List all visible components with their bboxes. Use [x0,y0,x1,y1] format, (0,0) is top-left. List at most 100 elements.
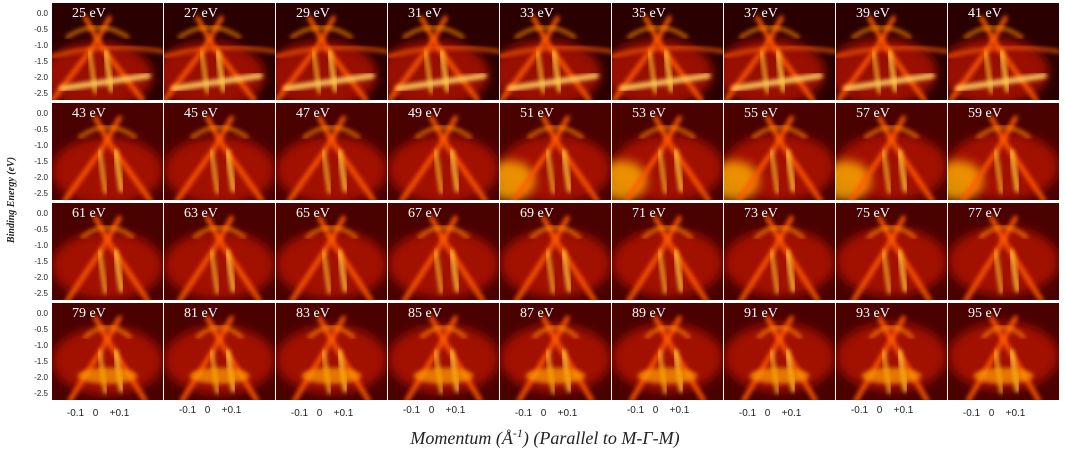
y-tick-label: 0.0 [37,309,49,318]
glow [78,368,138,384]
glow [414,368,474,384]
panel: 41 eV [938,3,1059,105]
x-tick-label: +0.1 [782,408,802,419]
panel: 45 eV [164,103,275,204]
glow [974,368,1034,384]
glow [302,368,362,384]
panel-image [276,103,387,204]
panel-image [388,103,499,203]
x-tick-label: +0.1 [558,408,578,419]
x-tick-label: 0 [989,408,995,419]
panel: 71 eV [612,203,723,300]
panel-label: 49 eV [408,106,442,121]
x-tick-label: 0 [429,405,435,416]
x-tick-label: +0.1 [894,405,914,416]
x-tick-label: -0.1 [179,405,197,416]
panel-label: 25 eV [72,6,106,21]
panel: 83 eV [276,303,387,400]
y-tick-label: -2.0 [34,273,48,282]
y-tick-label: -1.0 [34,41,48,50]
panel-label: 27 eV [184,6,218,21]
panel: 91 eV [724,303,835,400]
x-tick-label: -0.1 [515,408,533,419]
x-tick-label: -0.1 [291,408,309,419]
x-tick-label: 0 [93,408,99,419]
y-tick-label: -1.0 [34,241,48,250]
panel: 55 eV [709,103,835,201]
x-tick-label: -0.1 [739,408,757,419]
panel-label: 43 eV [72,106,106,121]
panel-label: 65 eV [296,206,330,221]
panel: 87 eV [500,303,611,400]
panel-label: 29 eV [296,6,330,21]
panel: 61 eV [52,203,163,300]
x-axis-title: Momentum (Å-1) (Parallel to M-Γ-M) [409,426,679,449]
panel-label: 91 eV [744,306,778,321]
y-tick-label: -2.0 [34,73,48,82]
x-axis-title-part: Momentum (Å [409,428,513,449]
panel: 39 eV [826,3,947,106]
panel: 89 eV [612,303,723,400]
figure: Binding Energy (eV) Momentum (Å-1) (Para… [0,0,1065,454]
panel-image [948,203,1059,300]
x-tick-label: 0 [205,405,211,416]
panel: 29 eV [266,3,387,109]
y-tick-label: -1.5 [34,257,48,266]
x-tick-label: -0.1 [963,408,981,419]
x-tick-label: +0.1 [1006,408,1026,419]
x-tick-label: +0.1 [334,408,354,419]
y-tick-label: 0.0 [37,109,49,118]
panel-image [612,203,723,300]
panel-label: 93 eV [856,306,890,321]
x-tick-label: +0.1 [670,405,690,416]
panel: 65 eV [276,203,387,300]
panel-label: 67 eV [408,206,442,221]
panel-image [724,303,835,400]
panel-image [52,303,163,400]
y-tick-label: -2.5 [34,189,48,198]
panel-image [724,203,835,300]
panel-image [948,303,1059,400]
panel: 37 eV [714,3,835,106]
panel-label: 59 eV [968,106,1002,121]
panel-label: 69 eV [520,206,554,221]
x-tick-label: 0 [653,405,659,416]
x-tick-label: 0 [317,408,323,419]
x-tick-label: -0.1 [627,405,645,416]
panel-image [836,203,947,300]
y-tick-label: -1.5 [34,357,48,366]
panel-image [388,203,499,300]
y-tick-label: -2.0 [34,173,48,182]
panel: 79 eV [52,303,163,400]
panel-label: 53 eV [632,106,666,121]
panel: 31 eV [378,3,499,108]
glow [190,368,250,384]
x-tick-label: -0.1 [403,405,421,416]
panel-label: 51 eV [520,106,554,121]
x-tick-label: -0.1 [851,405,869,416]
panel-label: 35 eV [632,6,666,21]
panel: 43 eV [52,103,163,205]
panel: 33 eV [490,3,611,107]
panel-label: 61 eV [72,206,106,221]
panel-label: 77 eV [968,206,1002,221]
x-axis-title-part: ) (Parallel to M-Γ-M) [522,428,680,449]
panel-label: 47 eV [296,106,330,121]
panel: 67 eV [388,203,499,300]
panel-image [164,303,275,400]
panel-label: 31 eV [408,6,442,21]
y-tick-label: -1.0 [34,341,48,350]
panel-label: 39 eV [856,6,890,21]
panel-label: 85 eV [408,306,442,321]
panel: 57 eV [821,103,947,201]
panel-label: 57 eV [856,106,890,121]
panel-label: 83 eV [296,306,330,321]
panel: 81 eV [164,303,275,400]
panel: 25 eV [42,3,163,110]
panel: 69 eV [500,203,611,300]
panel-label: 37 eV [744,6,778,21]
y-tick-label: -0.5 [34,325,48,334]
panel: 93 eV [836,303,947,400]
x-tick-label: 0 [541,408,547,419]
panel: 63 eV [164,203,275,300]
